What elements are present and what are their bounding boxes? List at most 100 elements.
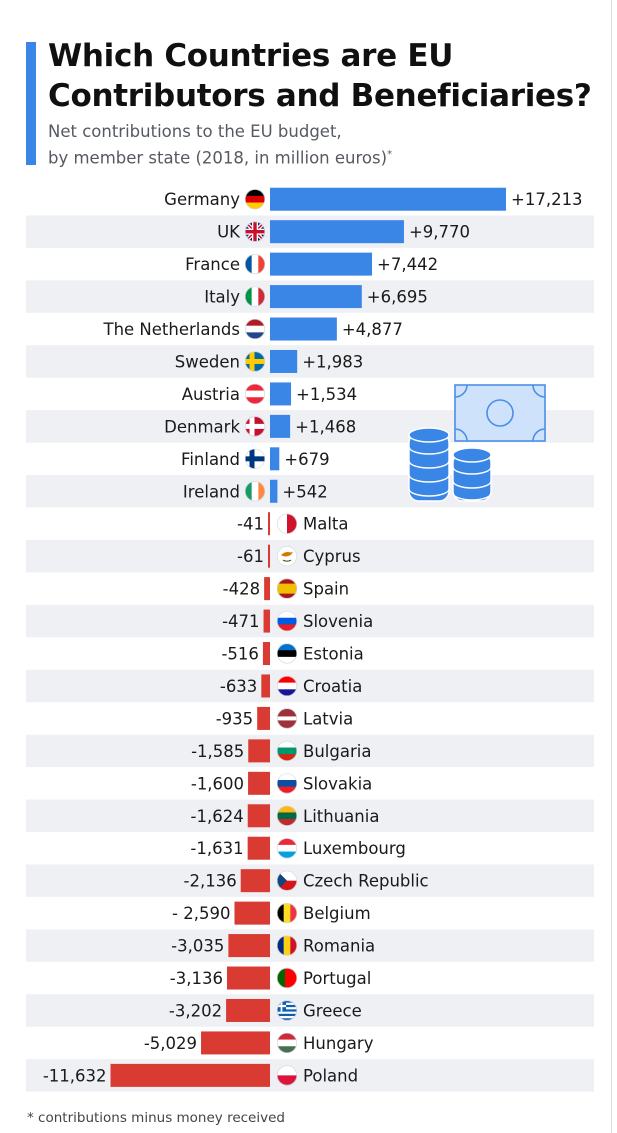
bar (270, 252, 373, 276)
value-label: -3,202 (169, 1001, 222, 1020)
flag-outline (276, 773, 297, 794)
row-stripe (26, 734, 594, 768)
bar (240, 869, 270, 893)
bar (247, 836, 270, 860)
flag-outline (276, 1000, 297, 1021)
value-label: -41 (237, 515, 264, 534)
flag-icon (277, 513, 297, 534)
category-label: Romania (303, 937, 375, 956)
flag-outline (245, 286, 266, 307)
bar (270, 317, 337, 341)
row-stripe (26, 345, 594, 378)
value-label: -428 (223, 580, 260, 599)
flag-outline (245, 481, 266, 502)
category-label: Finland (181, 450, 240, 469)
value-label: -471 (222, 612, 259, 631)
bar (263, 609, 270, 633)
page-subtitle: Net contributions to the EU budget, by m… (48, 120, 608, 170)
bar (270, 187, 506, 211)
flag-icon (277, 740, 297, 761)
flag-outline (276, 903, 297, 924)
flag-outline (276, 935, 297, 956)
flag-outline (276, 708, 297, 729)
flag-icon (277, 708, 297, 729)
row-stripe (26, 669, 594, 703)
bar (110, 1063, 270, 1087)
row-stripe (26, 475, 594, 508)
row-stripe (26, 799, 594, 832)
flag-icon (277, 773, 297, 794)
flag-outline (276, 968, 297, 989)
bar (270, 447, 280, 471)
category-label: Germany (164, 190, 240, 209)
flag-icon (245, 383, 265, 404)
value-label: +1,468 (295, 417, 356, 436)
value-label: -2,136 (184, 872, 237, 891)
value-label: -516 (221, 645, 258, 664)
flag-icon (277, 870, 297, 891)
flag-icon (245, 481, 265, 502)
bar (268, 544, 270, 568)
value-label: -1,624 (191, 807, 244, 826)
category-label: Denmark (164, 417, 240, 436)
category-label: Ireland (183, 482, 240, 501)
subtitle-footnote-mark: * (387, 149, 393, 160)
category-label: Czech Republic (303, 872, 429, 891)
category-label: Cyprus (303, 547, 361, 566)
value-label: -61 (237, 547, 264, 566)
value-label: -1,631 (190, 839, 243, 858)
value-label: +542 (282, 482, 327, 501)
category-label: Malta (303, 515, 349, 534)
row-stripe (26, 929, 594, 962)
row-stripe (26, 994, 594, 1027)
value-label: +7,442 (377, 255, 438, 274)
money-coins-illustration (408, 384, 546, 502)
category-label: Portugal (303, 969, 371, 988)
row-stripe (26, 604, 594, 638)
flag-outline (276, 1065, 297, 1086)
flag-icon (277, 611, 297, 632)
bar (248, 771, 270, 795)
category-label: France (185, 255, 240, 274)
bar (264, 577, 270, 601)
flag-outline (276, 805, 297, 826)
flag-outline (276, 578, 297, 599)
value-label: +1,983 (302, 352, 363, 371)
bar-chart: Germany +17,213 UK +9,770 France +7,442 Italy +… (26, 187, 594, 1092)
bar (268, 512, 270, 536)
flag-icon (277, 643, 297, 664)
flag-outline (245, 189, 266, 210)
footnote: * contributions minus money received (27, 1110, 285, 1126)
flag-icon (245, 416, 265, 437)
flag-outline (276, 611, 297, 632)
page-title: Which Countries are EU Contributors and … (48, 38, 592, 114)
value-label: -935 (216, 709, 253, 728)
flag-outline (245, 416, 266, 437)
bar (247, 804, 270, 828)
value-label: -1,585 (191, 742, 244, 761)
flag-icon (277, 1065, 297, 1086)
category-label: Belgium (303, 904, 371, 923)
value-label: +9,770 (409, 223, 470, 242)
flag-outline (276, 546, 297, 567)
flag-icon (245, 189, 265, 210)
flag-icon (277, 675, 297, 696)
bar (270, 382, 292, 406)
flag-icon (277, 1032, 297, 1053)
bar (227, 966, 270, 990)
flag-icon (245, 319, 265, 340)
category-label: The Netherlands (102, 320, 240, 339)
value-label: +17,213 (511, 190, 583, 209)
flag-outline (276, 1032, 297, 1053)
category-label: Lithuania (303, 807, 379, 826)
bar (270, 479, 278, 503)
bar (201, 1031, 270, 1055)
subtitle-line-1: Net contributions to the EU budget, (48, 122, 342, 141)
category-label: Sweden (175, 352, 240, 371)
category-label: UK (217, 223, 241, 242)
flag-icon (277, 935, 297, 956)
flag-icon (245, 448, 265, 469)
flag-outline (245, 448, 266, 469)
category-label: Latvia (303, 709, 353, 728)
category-label: Bulgaria (303, 742, 371, 761)
